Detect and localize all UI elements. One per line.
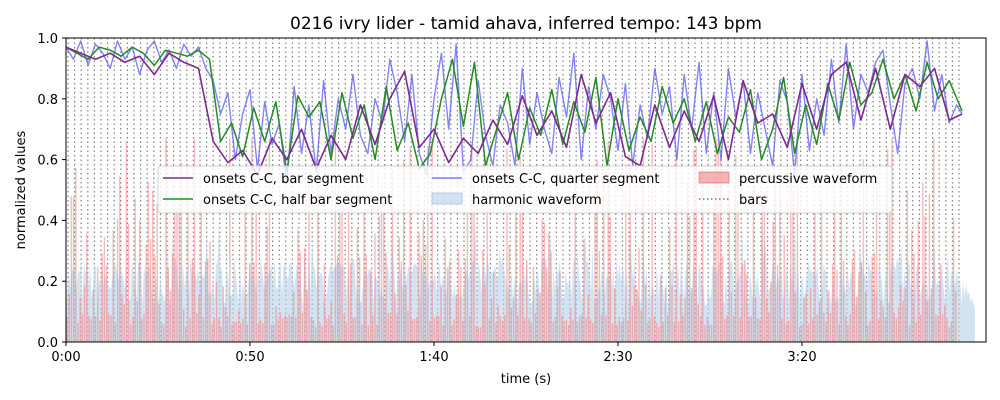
legend-item-bar: onsets C-C, bar segment <box>163 172 364 187</box>
y-tick-label: 0.6 <box>37 154 58 169</box>
legend-item-harmonic: harmonic waveform <box>431 192 602 208</box>
svg-text:percussive waveform: percussive waveform <box>739 172 877 187</box>
y-axis-ticks: 0.0 0.2 0.4 0.6 0.8 1.0 <box>37 32 66 351</box>
legend-item-quarter: onsets C-C, quarter segment <box>432 172 659 187</box>
svg-text:onsets C-C, bar segment: onsets C-C, bar segment <box>203 172 364 187</box>
series-line-quarter <box>66 40 963 185</box>
legend-item-half-bar: onsets C-C, half bar segment <box>163 193 392 208</box>
plot-frame <box>65 37 987 343</box>
x-tick-label: 2:30 <box>603 350 632 365</box>
percussive-waveform <box>66 138 957 342</box>
y-tick-label: 0.0 <box>37 336 58 351</box>
y-tick-label: 0.4 <box>37 214 58 229</box>
y-axis-label: normalized values <box>14 130 29 249</box>
y-tick-label: 0.8 <box>37 93 58 108</box>
chart-title: 0216 ivry lider - tamid ahava, inferred … <box>290 14 762 34</box>
x-tick-label: 1:40 <box>419 350 448 365</box>
x-tick-label: 3:20 <box>787 350 816 365</box>
svg-text:onsets C-C, quarter segment: onsets C-C, quarter segment <box>472 172 659 187</box>
x-axis-label: time (s) <box>501 372 551 387</box>
x-tick-label: 0:50 <box>235 350 264 365</box>
legend-item-percussive: percussive waveform <box>698 171 877 187</box>
legend: onsets C-C, bar segment onsets C-C, half… <box>157 165 893 214</box>
onset-series-layer <box>66 40 963 185</box>
svg-text:harmonic waveform: harmonic waveform <box>472 193 602 208</box>
legend-item-bars: bars <box>699 193 768 208</box>
series-line-bar <box>66 46 963 176</box>
svg-text:bars: bars <box>739 193 768 208</box>
svg-text:onsets C-C, half bar segment: onsets C-C, half bar segment <box>203 193 392 208</box>
y-tick-label: 1.0 <box>37 32 58 47</box>
x-tick-label: 0:00 <box>51 350 80 365</box>
percussive-waveform-layer <box>66 138 957 342</box>
x-axis-ticks: 0:00 0:50 1:40 2:30 3:20 <box>51 342 817 365</box>
y-tick-label: 0.2 <box>37 275 58 290</box>
